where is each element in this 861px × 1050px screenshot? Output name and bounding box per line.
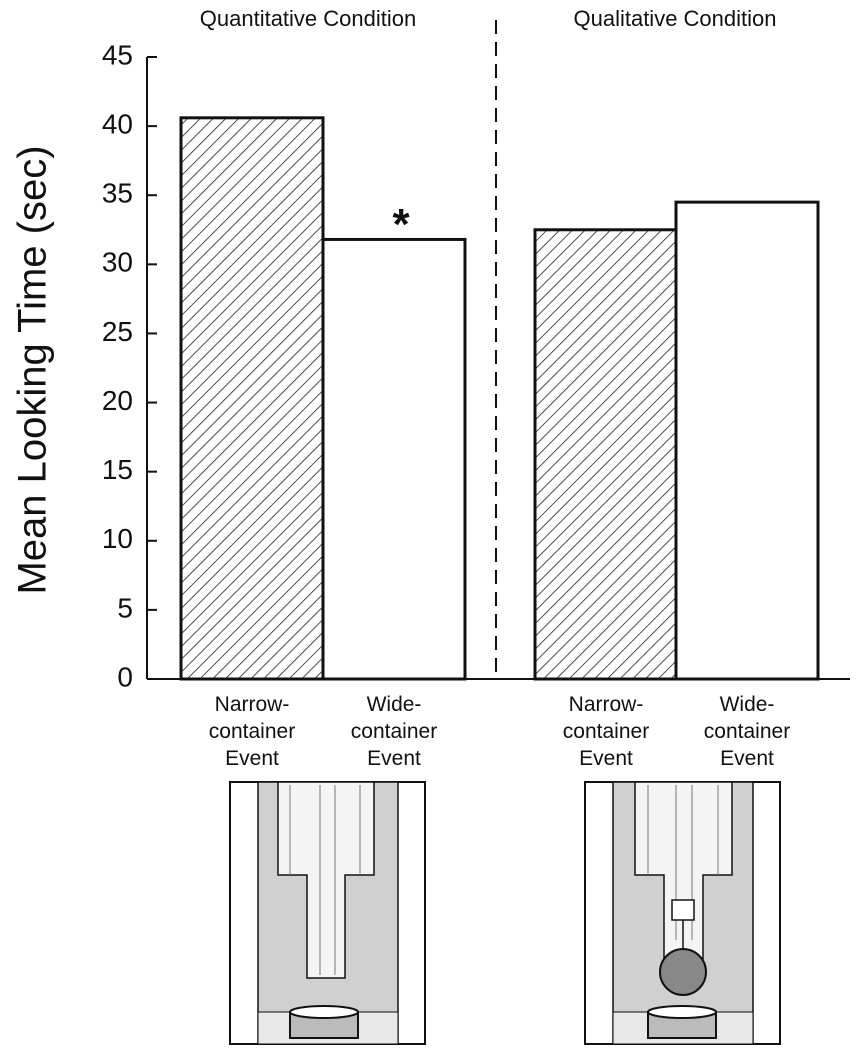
- y-tick-label: 45: [102, 39, 133, 70]
- x-tick-label: Wide-container Event: [351, 693, 437, 770]
- y-tick-label: 35: [102, 178, 133, 209]
- y-tick-label: 30: [102, 247, 133, 278]
- y-tick-label: 10: [102, 523, 133, 554]
- y-tick-label: 40: [102, 109, 133, 140]
- bar: [674, 200, 820, 681]
- y-tick-label: 15: [102, 454, 133, 485]
- bar: [179, 116, 325, 681]
- y-tick-label: 20: [102, 385, 133, 416]
- illustration-right: [584, 781, 781, 1045]
- y-axis-label: Mean Looking Time (sec): [11, 145, 55, 594]
- annotation: *: [393, 200, 411, 249]
- group-title: Quantitative Condition: [200, 6, 416, 31]
- bar: [533, 228, 679, 681]
- x-tick-label: Wide-container Event: [704, 693, 790, 770]
- y-tick-label: 25: [102, 316, 133, 347]
- illustration-left: [229, 781, 426, 1045]
- x-tick-label: Narrow-container Event: [563, 693, 649, 770]
- x-tick-label: Narrow-container Event: [209, 693, 295, 770]
- y-tick-label: 5: [117, 592, 133, 623]
- group-title: Qualitative Condition: [573, 6, 776, 31]
- bar: [321, 237, 467, 681]
- y-tick-label: 0: [117, 661, 133, 692]
